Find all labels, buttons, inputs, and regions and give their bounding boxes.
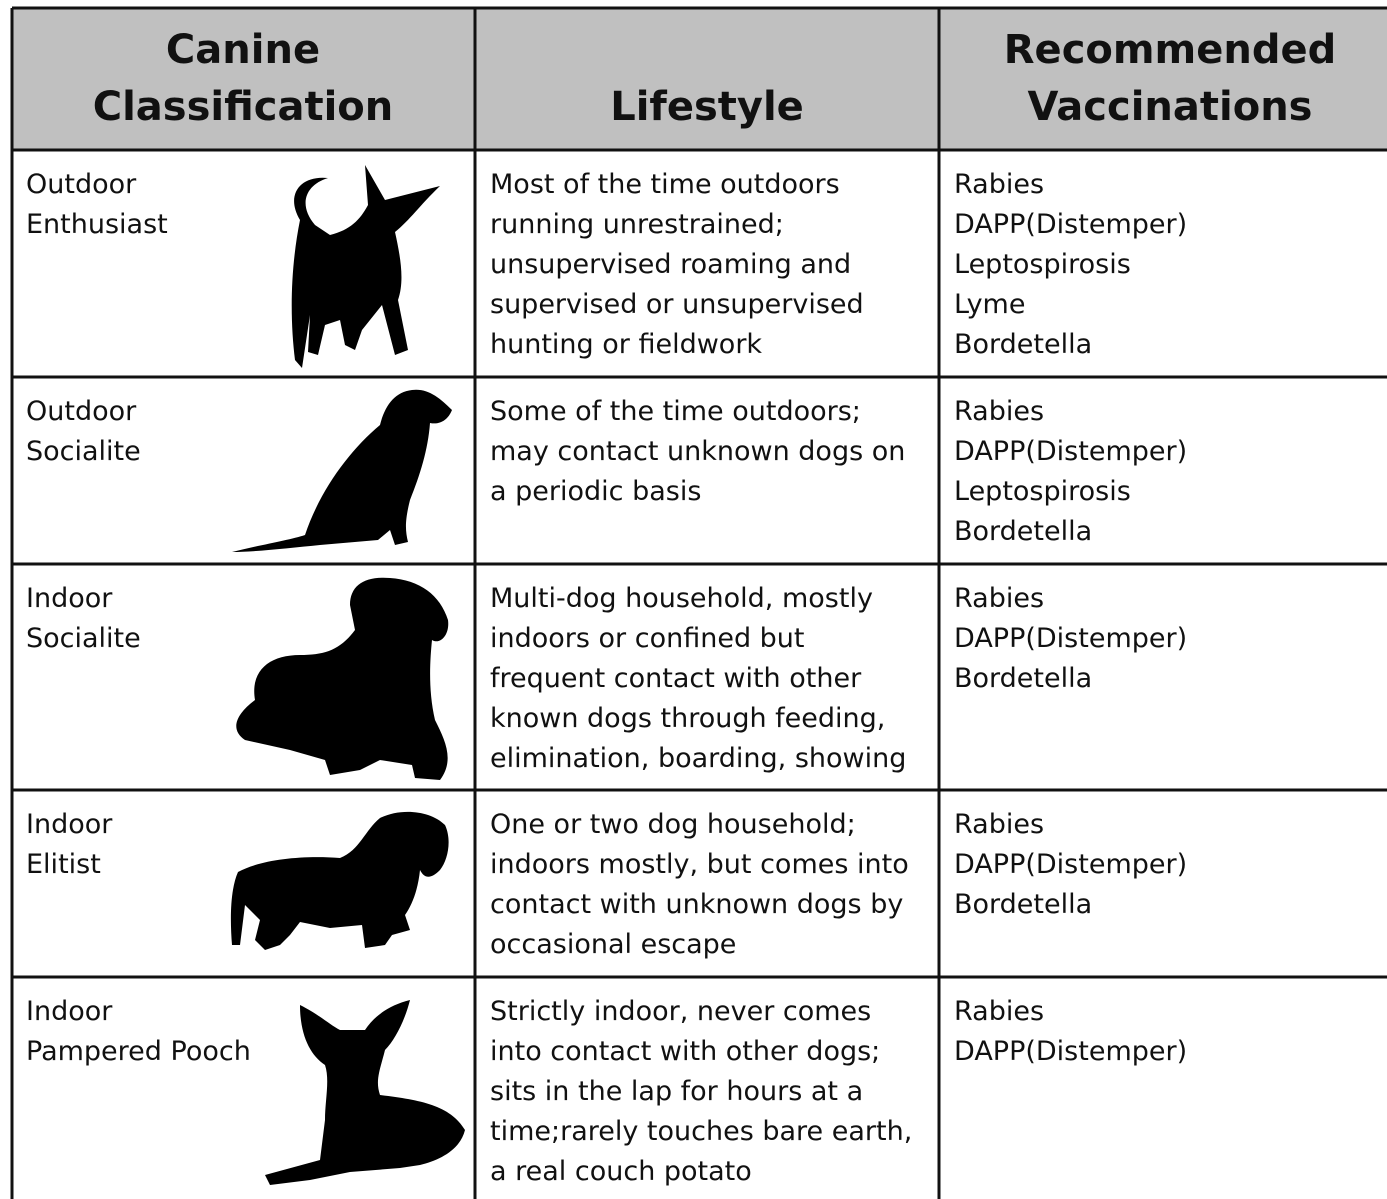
header-cell: Classification: [92, 84, 394, 130]
classification-text: Outdoor: [26, 396, 137, 427]
vaccinations-text: DAPP(Distemper): [954, 436, 1188, 467]
classification-text: Outdoor: [26, 169, 137, 200]
dog-elitist: [230, 811, 449, 950]
lifestyle-text: frequent contact with other: [490, 663, 862, 694]
vaccinations-text: Rabies: [954, 583, 1045, 614]
vaccinations-text: DAPP(Distemper): [954, 1036, 1188, 1067]
grid-lines: [10, 6, 1387, 1199]
lifestyle-text: sits in the lap for hours at a: [490, 1076, 864, 1107]
classification-text: Indoor: [26, 583, 113, 614]
dog-outdoor-socialite: [232, 389, 452, 552]
dog-indoor-socialite: [236, 577, 449, 780]
lifestyle-text: running unrestrained;: [490, 209, 784, 240]
lifestyle-text: supervised or unsupervised: [490, 289, 864, 320]
vaccinations-text: Lyme: [954, 289, 1026, 320]
dog-pampered-pooch: [265, 1000, 465, 1185]
lifestyle-text: One or two dog household;: [490, 809, 856, 840]
classification-text: Pampered Pooch: [26, 1036, 251, 1067]
vaccinations-text: Bordetella: [954, 329, 1093, 360]
header-cell: Lifestyle: [610, 84, 804, 130]
classification-text: Socialite: [26, 623, 141, 654]
vaccinations-text: Leptospirosis: [954, 476, 1131, 507]
dog-silhouettes: [230, 165, 465, 1185]
classification-text: Socialite: [26, 436, 141, 467]
dog-enthusiast: [291, 165, 440, 368]
classification-text: Indoor: [26, 996, 113, 1027]
header-cell: Vaccinations: [1027, 84, 1313, 130]
lifestyle-text: known dogs through feeding,: [490, 703, 886, 734]
lifestyle-text: Some of the time outdoors;: [490, 396, 861, 427]
classification-text: Indoor: [26, 809, 113, 840]
lifestyle-text: a periodic basis: [490, 476, 702, 507]
lifestyle-text: into contact with other dogs;: [490, 1036, 881, 1067]
vaccinations-text: Rabies: [954, 996, 1045, 1027]
vaccinations-text: DAPP(Distemper): [954, 623, 1188, 654]
lifestyle-text: indoors or confined but: [490, 623, 805, 654]
lifestyle-text: Most of the time outdoors: [490, 169, 840, 200]
header-background: [12, 8, 1387, 150]
lifestyle-text: contact with unknown dogs by: [490, 889, 904, 920]
lifestyle-text: indoors mostly, but comes into: [490, 849, 909, 880]
lifestyle-text: Strictly indoor, never comes: [490, 996, 872, 1027]
lifestyle-text: unsupervised roaming and: [490, 249, 852, 280]
vaccinations-text: Rabies: [954, 809, 1045, 840]
vaccinations-text: Rabies: [954, 169, 1045, 200]
vaccinations-text: Rabies: [954, 396, 1045, 427]
header-cell: Canine: [165, 27, 321, 73]
vaccinations-text: DAPP(Distemper): [954, 209, 1188, 240]
lifestyle-text: elimination, boarding, showing: [490, 743, 907, 774]
vaccinations-text: Bordetella: [954, 889, 1093, 920]
lifestyle-text: may contact unknown dogs on: [490, 436, 906, 467]
lifestyle-text: time;rarely touches bare earth,: [490, 1116, 913, 1147]
classification-text: Elitist: [26, 849, 101, 880]
header-cell: Recommended: [1003, 27, 1337, 73]
lifestyle-text: a real couch potato: [490, 1156, 752, 1187]
classification-text: Enthusiast: [26, 209, 168, 240]
vaccinations-text: Bordetella: [954, 663, 1093, 694]
vaccinations-text: DAPP(Distemper): [954, 849, 1188, 880]
lifestyle-text: Multi-dog household, mostly: [490, 583, 873, 614]
lifestyle-text: occasional escape: [490, 929, 737, 960]
vaccinations-text: Bordetella: [954, 516, 1093, 547]
vaccinations-text: Leptospirosis: [954, 249, 1131, 280]
lifestyle-text: hunting or fieldwork: [490, 329, 763, 360]
